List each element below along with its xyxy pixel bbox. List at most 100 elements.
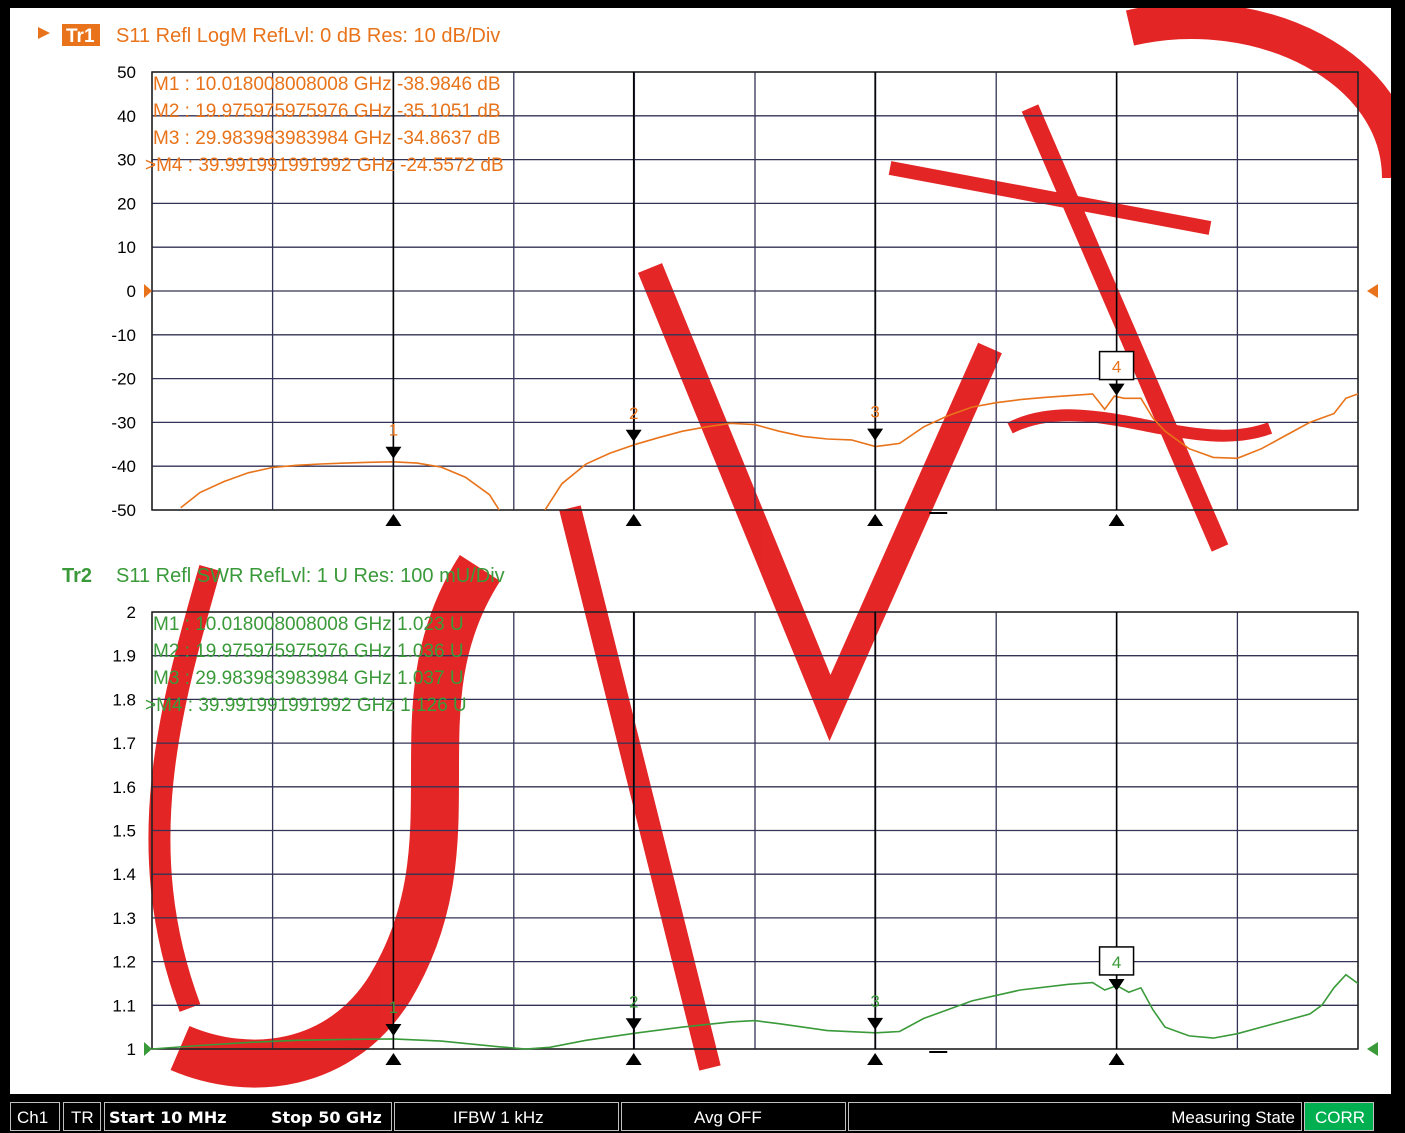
- y-tick-label: 1.7: [112, 734, 136, 753]
- marker-4: 4 >M4 : 39.991991991992 GHz 1.126 U: [145, 612, 1135, 1065]
- marker-number: 4: [1112, 358, 1121, 377]
- y-tick-label: 50: [117, 63, 136, 82]
- stop-frequency: Stop 50 GHz: [271, 1108, 382, 1127]
- watermark-m: [637, 263, 1002, 742]
- active-marker-box: [1098, 350, 1135, 381]
- channel-label: Ch1: [17, 1108, 49, 1127]
- marker-arrow-icon: [385, 1023, 402, 1036]
- marker-readout: M1 : 10.018008008008 GHz -38.9846 dB: [153, 74, 501, 95]
- sweep-range-cell[interactable]: Start 10 MHz Stop 50 GHz: [104, 1102, 392, 1131]
- active-marker-box: [1098, 946, 1135, 976]
- marker-readout: M2 : 19.975975975976 GHz -35.1051 dB: [153, 101, 501, 122]
- marker-readout: >M4 : 39.991991991992 GHz 1.126 U: [145, 695, 467, 716]
- y-tick-label: 1.4: [112, 865, 136, 884]
- marker-arrow-icon: [867, 428, 884, 441]
- y-tick-label: 30: [117, 151, 136, 170]
- marker-arrow-icon: [625, 1018, 642, 1031]
- status-bar: Ch1 TR Start 10 MHz Stop 50 GHz IFBW 1 k…: [0, 1100, 1405, 1133]
- marker-arrow-icon: [1108, 383, 1125, 396]
- marker-readout: M2 : 19.975975975976 GHz 1.036 U: [153, 641, 464, 662]
- ref-level-arrow-right-icon: [1367, 284, 1378, 298]
- marker-3: 3 M3 : 29.983983983984 GHz -34.8637 dB: [153, 72, 884, 526]
- vna-display: Tr1 S11 Refl LogM RefLvl: 0 dB Res: 10 dB…: [10, 8, 1391, 1094]
- marker-readout: M3 : 29.983983983984 GHz -34.8637 dB: [153, 128, 501, 149]
- marker-2: 2 M2 : 19.975975975976 GHz 1.036 U: [153, 612, 642, 1065]
- marker-foot-icon: [625, 1053, 642, 1065]
- trace-line: [544, 393, 1359, 511]
- vna-plot: Tr1 S11 Refl LogM RefLvl: 0 dB Res: 10 dB…: [38, 8, 1391, 1088]
- state-cell[interactable]: Measuring State: [848, 1102, 1302, 1131]
- marker-number: 3: [870, 403, 879, 422]
- watermark-arc: [1125, 8, 1391, 179]
- watermark-s: [170, 555, 501, 1088]
- y-tick-label: 1.3: [112, 909, 136, 928]
- trace-label: Tr1: [66, 26, 95, 47]
- channel-cell[interactable]: Ch1: [10, 1102, 60, 1131]
- y-tick-label: 1.1: [112, 996, 136, 1015]
- marker-arrow-icon: [1108, 978, 1125, 991]
- marker-number: 3: [870, 992, 879, 1011]
- chart-title: S11 Refl LogM RefLvl: 0 dB Res: 10 dB/Di…: [116, 25, 500, 47]
- marker-arrow-icon: [867, 1017, 884, 1030]
- ifbw-label: IFBW 1 kHz: [453, 1108, 544, 1127]
- y-tick-label: 20: [117, 194, 136, 213]
- y-tick-label: 2: [127, 603, 136, 622]
- measuring-state-label: Measuring State: [1171, 1108, 1295, 1127]
- watermark-t-bar: [888, 161, 1212, 235]
- trace-label-box: [62, 24, 100, 46]
- y-tick-label: 1.9: [112, 647, 136, 666]
- tr2-chart: Tr2 S11 Refl SWR RefLvl: 1 U Res: 100 mU/…: [62, 565, 1378, 1065]
- y-tick-label: -50: [111, 501, 136, 520]
- y-tick-label: -30: [111, 413, 136, 432]
- marker-arrow-icon: [385, 446, 402, 459]
- marker-foot-icon: [385, 1053, 402, 1065]
- marker-1: 1 M1 : 10.018008008008 GHz -38.9846 dB: [153, 72, 501, 526]
- marker-number: 1: [389, 998, 398, 1017]
- y-tick-label: 1.8: [112, 690, 136, 709]
- watermark-stroke: [148, 564, 221, 1012]
- ref-level-arrow-left-icon: [144, 1042, 152, 1056]
- correction-badge[interactable]: CORR: [1304, 1102, 1374, 1131]
- marker-foot-icon: [1108, 514, 1125, 526]
- watermark-swash: [1007, 409, 1273, 442]
- marker-arrow-icon: [625, 429, 642, 442]
- y-tick-label: 1.5: [112, 822, 136, 841]
- trace-line: [180, 460, 500, 511]
- marker-4: 4 >M4 : 39.991991991992 GHz -24.5572 dB: [145, 72, 1135, 526]
- plot-frame: [151, 611, 1359, 1050]
- marker-readout: >M4 : 39.991991991992 GHz -24.5572 dB: [145, 155, 504, 176]
- y-tick-label: -10: [111, 326, 136, 345]
- avg-cell[interactable]: Avg OFF: [621, 1102, 846, 1131]
- active-trace-arrow-icon: [38, 27, 50, 39]
- y-tick-label: 1.2: [112, 953, 136, 972]
- trace-label: TR: [71, 1108, 94, 1127]
- ref-level-arrow-left-icon: [144, 284, 152, 298]
- trace-line: [151, 973, 1359, 1050]
- marker-number: 2: [629, 404, 638, 423]
- y-tick-label: 40: [117, 107, 136, 126]
- ifbw-cell[interactable]: IFBW 1 kHz: [394, 1102, 619, 1131]
- marker-1: 1 M1 : 10.018008008008 GHz 1.023 U: [153, 612, 464, 1065]
- marker-number: 1: [389, 421, 398, 440]
- marker-2: 2 M2 : 19.975975975976 GHz -35.1051 dB: [153, 72, 642, 526]
- watermark-t: [1021, 104, 1229, 552]
- watermark-m-left: [559, 505, 721, 1071]
- marker-readout: M1 : 10.018008008008 GHz 1.023 U: [153, 614, 464, 635]
- marker-readout: M3 : 29.983983983984 GHz 1.037 U: [153, 668, 464, 689]
- corr-label: CORR: [1315, 1108, 1366, 1127]
- trace-label: Tr2: [62, 565, 92, 587]
- trace-cell[interactable]: TR: [63, 1102, 101, 1131]
- y-tick-label: 1.6: [112, 778, 136, 797]
- marker-foot-icon: [867, 514, 884, 526]
- ref-level-arrow-right-icon: [1367, 1042, 1378, 1056]
- marker-foot-icon: [867, 1053, 884, 1065]
- marker-foot-icon: [385, 514, 402, 526]
- marker-foot-icon: [1108, 1053, 1125, 1065]
- y-tick-label: -20: [111, 370, 136, 389]
- y-tick-label: 1: [127, 1040, 136, 1059]
- start-frequency: Start 10 MHz: [109, 1108, 227, 1127]
- chart-title: S11 Refl SWR RefLvl: 1 U Res: 100 mU/Div: [116, 565, 505, 587]
- avg-label: Avg OFF: [694, 1108, 762, 1127]
- y-tick-label: 0: [127, 282, 136, 301]
- watermark: [148, 8, 1391, 1088]
